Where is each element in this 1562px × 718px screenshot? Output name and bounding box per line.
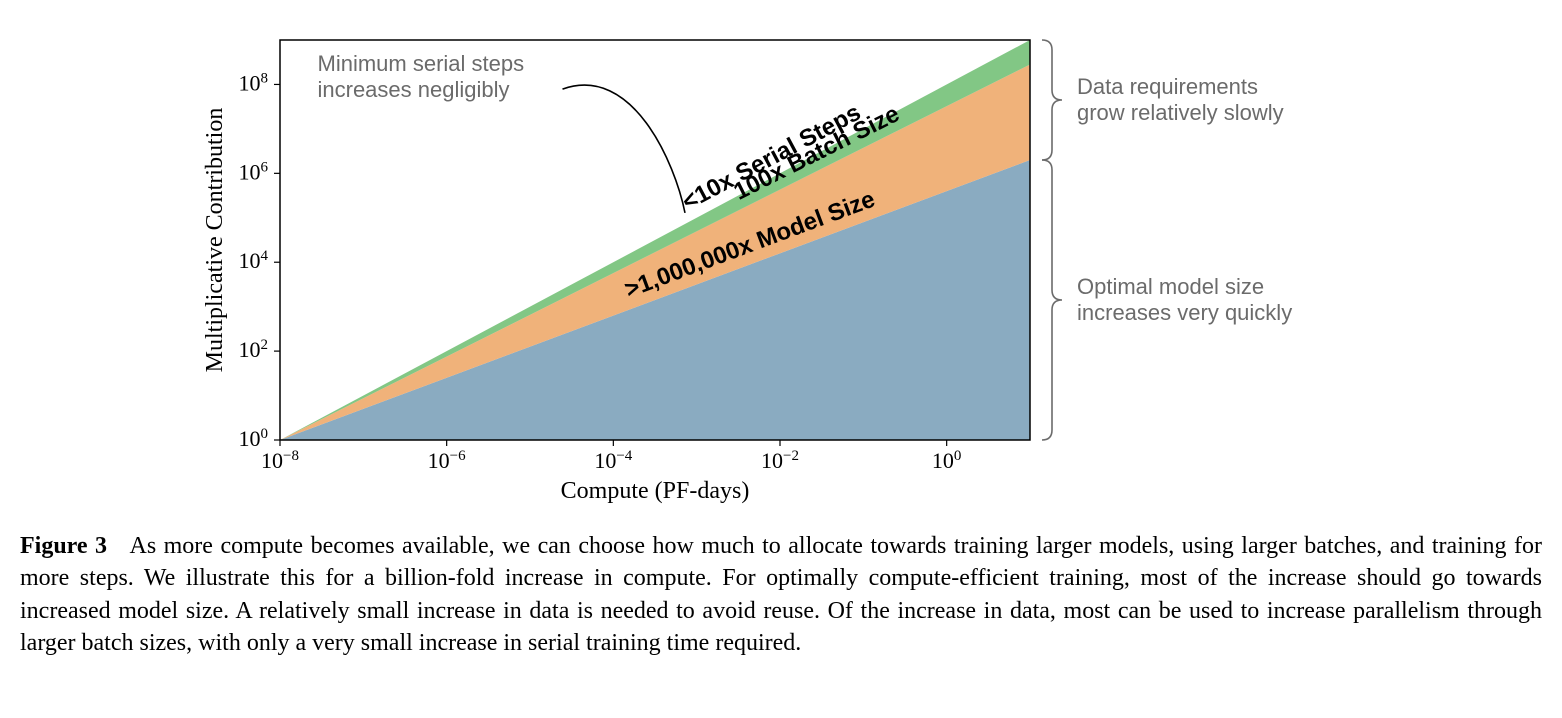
y-tick-label: 108	[239, 70, 269, 95]
x-tick-label: 100	[932, 448, 962, 473]
chart-area: 10−810−610−410−2100100102104106108Comput…	[200, 20, 1542, 510]
figure-caption: Figure 3 As more compute becomes availab…	[20, 530, 1542, 660]
right-annotation-0-2: grow relatively slowly	[1077, 100, 1284, 125]
annotation-serial-steps-1: Minimum serial steps	[318, 51, 525, 76]
x-axis-label: Compute (PF-days)	[561, 478, 750, 504]
y-axis-label: Multiplicative Contribution	[202, 108, 228, 373]
scaling-chart: 10−810−610−410−2100100102104106108Comput…	[200, 20, 1370, 510]
right-annotation-0-1: Data requirements	[1077, 74, 1258, 99]
annotation-arrow	[563, 85, 686, 213]
x-tick-label: 10−4	[594, 448, 632, 473]
right-annotation-1-2: increases very quickly	[1077, 300, 1292, 325]
y-tick-label: 106	[239, 159, 269, 184]
x-tick-label: 10−8	[261, 448, 299, 473]
y-tick-label: 102	[239, 337, 269, 362]
bracket-0	[1042, 40, 1062, 160]
x-tick-label: 10−2	[761, 448, 799, 473]
caption-label: Figure 3	[20, 533, 107, 559]
y-tick-label: 104	[239, 248, 269, 273]
annotation-serial-steps-2: increases negligibly	[318, 77, 510, 102]
right-annotation-1-1: Optimal model size	[1077, 274, 1264, 299]
bracket-1	[1042, 160, 1062, 440]
figure-container: 10−810−610−410−2100100102104106108Comput…	[20, 20, 1542, 660]
caption-text: As more compute becomes available, we ca…	[20, 533, 1542, 656]
x-tick-label: 10−6	[428, 448, 466, 473]
